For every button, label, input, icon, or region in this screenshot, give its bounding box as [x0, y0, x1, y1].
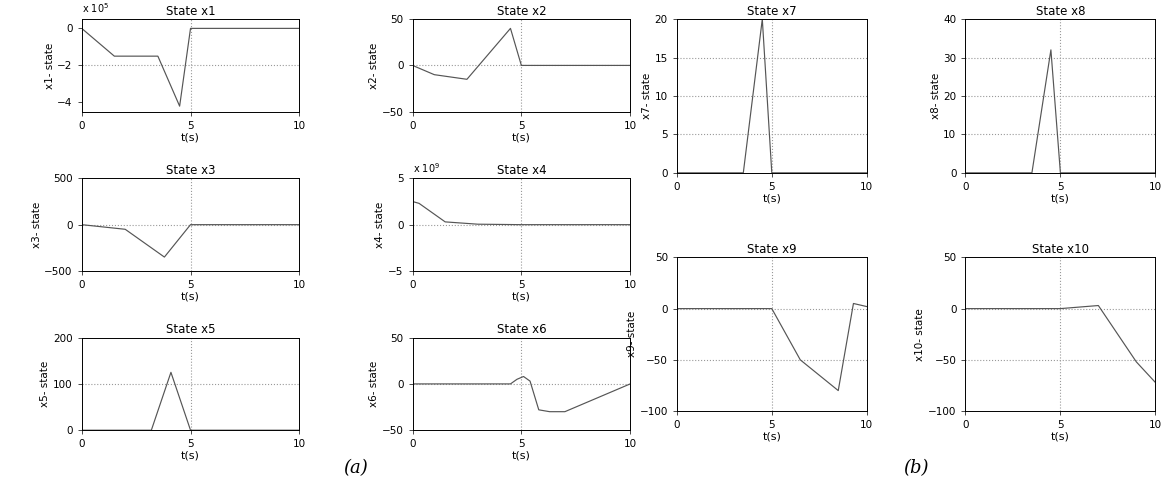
Title: State x9: State x9 [747, 243, 797, 256]
Y-axis label: x3- state: x3- state [32, 202, 42, 248]
Text: x 10$^9$: x 10$^9$ [412, 161, 440, 174]
Title: State x5: State x5 [166, 324, 215, 337]
X-axis label: t(s): t(s) [181, 451, 200, 461]
Y-axis label: x5- state: x5- state [40, 361, 50, 407]
Y-axis label: x2- state: x2- state [369, 42, 379, 88]
Title: State x2: State x2 [496, 5, 546, 18]
X-axis label: t(s): t(s) [762, 432, 781, 442]
Y-axis label: x1- state: x1- state [44, 42, 55, 88]
X-axis label: t(s): t(s) [1051, 193, 1070, 203]
X-axis label: t(s): t(s) [512, 132, 531, 142]
Title: State x8: State x8 [1035, 5, 1085, 18]
Y-axis label: x4- state: x4- state [376, 202, 385, 248]
Title: State x10: State x10 [1032, 243, 1089, 256]
Title: State x4: State x4 [496, 164, 546, 177]
Y-axis label: x9- state: x9- state [627, 311, 637, 358]
Y-axis label: x7- state: x7- state [642, 73, 652, 119]
Title: State x3: State x3 [166, 164, 215, 177]
X-axis label: t(s): t(s) [1051, 432, 1070, 442]
Y-axis label: x6- state: x6- state [369, 361, 379, 407]
Text: (a): (a) [343, 459, 369, 477]
X-axis label: t(s): t(s) [512, 292, 531, 301]
Y-axis label: x8- state: x8- state [930, 73, 941, 119]
Title: State x6: State x6 [496, 324, 546, 337]
X-axis label: t(s): t(s) [181, 132, 200, 142]
X-axis label: t(s): t(s) [181, 292, 200, 301]
Y-axis label: x10- state: x10- state [915, 308, 925, 360]
Text: x 10$^5$: x 10$^5$ [82, 1, 109, 15]
X-axis label: t(s): t(s) [762, 193, 781, 203]
Text: (b): (b) [903, 459, 929, 477]
Title: State x7: State x7 [747, 5, 797, 18]
X-axis label: t(s): t(s) [512, 451, 531, 461]
Title: State x1: State x1 [166, 5, 216, 18]
